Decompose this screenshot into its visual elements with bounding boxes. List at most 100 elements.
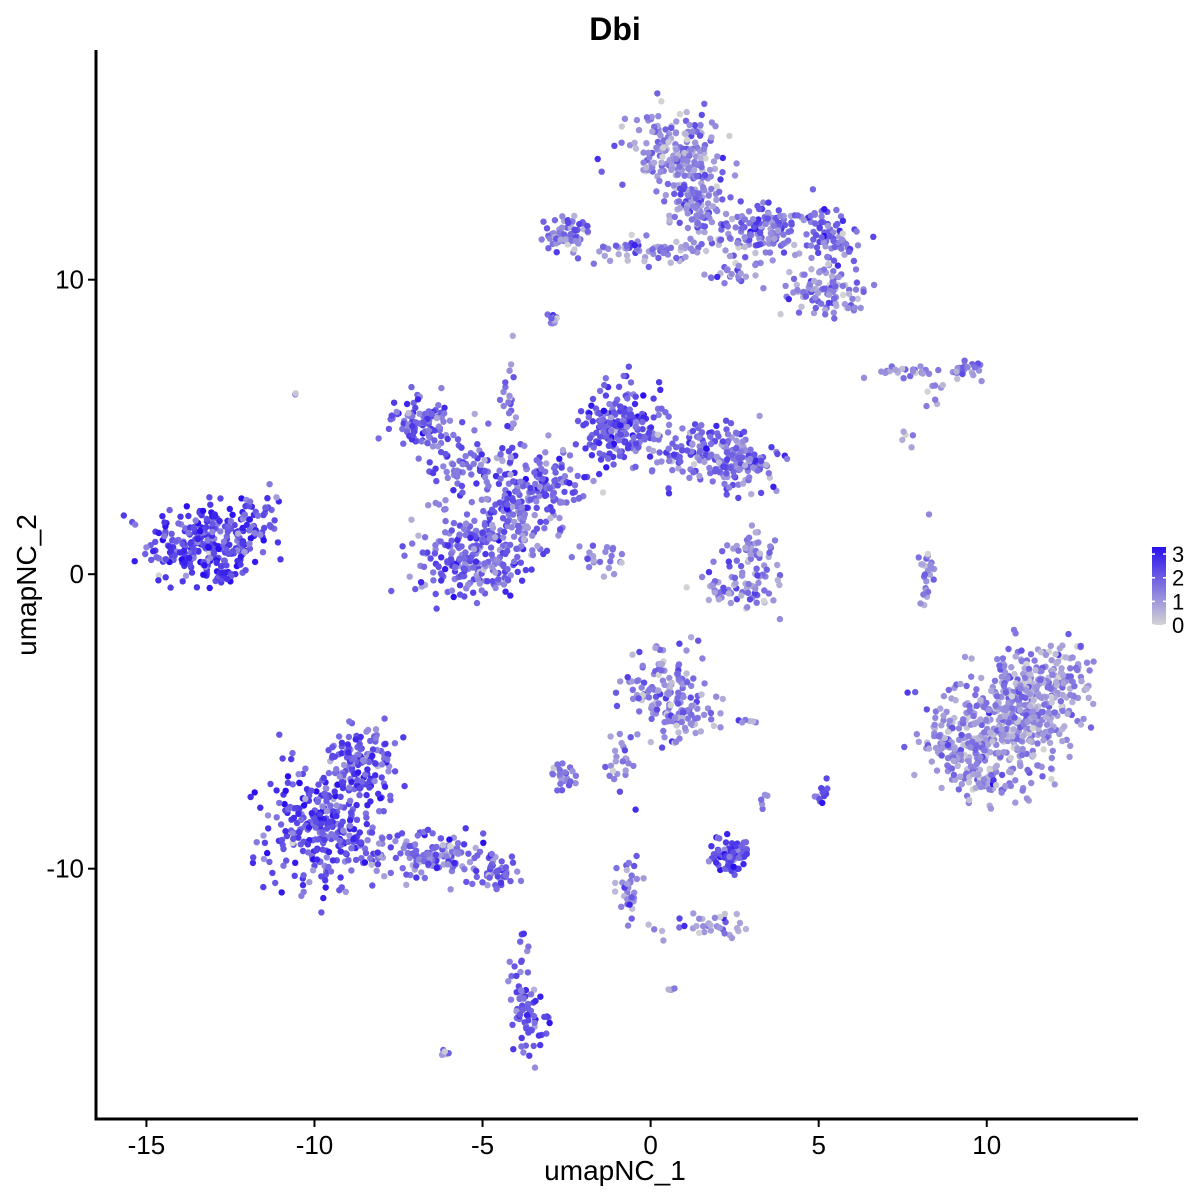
- cell-point: [450, 487, 457, 494]
- cell-point: [212, 513, 219, 520]
- cell-point: [497, 879, 505, 886]
- cell-point: [414, 396, 422, 403]
- cell-point: [900, 375, 907, 382]
- cell-point: [774, 561, 781, 569]
- cell-point: [1009, 733, 1016, 740]
- cell-point: [337, 793, 344, 800]
- cell-point: [977, 716, 984, 723]
- cell-point: [726, 234, 734, 242]
- cell-point: [304, 841, 312, 848]
- cell-point: [653, 144, 660, 151]
- cell-point: [530, 986, 538, 993]
- cell-point: [661, 681, 668, 688]
- cell-point: [752, 529, 759, 536]
- cell-point: [919, 370, 926, 377]
- cell-point: [618, 739, 625, 747]
- cell-point: [645, 149, 652, 156]
- cell-point: [684, 447, 691, 454]
- cell-point: [999, 655, 1007, 662]
- cell-point: [162, 574, 169, 581]
- cell-point: [682, 241, 689, 249]
- cell-point: [760, 285, 767, 292]
- cell-point: [767, 230, 775, 237]
- cell-point: [527, 484, 534, 492]
- cell-point: [717, 724, 724, 731]
- cell-point: [369, 752, 376, 759]
- cell-point: [641, 258, 648, 265]
- cell-point: [757, 457, 765, 465]
- cell-point: [627, 411, 635, 418]
- cell-point: [961, 653, 969, 661]
- cell-point: [595, 439, 603, 447]
- cell-point: [830, 268, 837, 275]
- cell-point: [449, 461, 457, 468]
- cell-point: [322, 884, 329, 891]
- cell-point: [682, 130, 689, 138]
- cell-point: [1012, 799, 1019, 806]
- cell-point: [683, 205, 690, 212]
- cell-point: [388, 412, 395, 419]
- cell-point: [507, 592, 514, 599]
- cell-point: [756, 412, 763, 420]
- cell-point: [181, 559, 188, 566]
- cell-point: [802, 293, 810, 300]
- cell-point: [188, 569, 196, 576]
- cell-point: [648, 468, 656, 475]
- cell-point: [719, 695, 726, 703]
- cell-point: [576, 543, 583, 550]
- cell-point: [536, 483, 544, 491]
- cell-point: [791, 241, 798, 249]
- cell-point: [718, 226, 725, 233]
- cell-point: [992, 702, 999, 709]
- cell-point: [1083, 659, 1091, 666]
- cell-point: [1061, 723, 1068, 730]
- cell-point: [747, 446, 754, 453]
- cell-point: [532, 480, 539, 488]
- cell-point: [165, 543, 173, 550]
- cell-point: [1005, 719, 1012, 726]
- cell-point: [590, 260, 597, 267]
- cell-point: [572, 772, 580, 779]
- cell-point: [687, 146, 695, 153]
- cell-point: [809, 186, 817, 193]
- cell-point: [994, 656, 1001, 663]
- cell-point: [488, 506, 496, 513]
- cell-point: [631, 400, 639, 408]
- cell-point: [696, 915, 703, 922]
- cell-point: [576, 494, 583, 502]
- cell-point: [533, 504, 540, 512]
- cell-point: [996, 662, 1003, 669]
- cell-point: [834, 220, 841, 228]
- cell-point: [246, 516, 253, 523]
- cell-point: [473, 599, 481, 607]
- cell-point: [362, 849, 370, 857]
- cell-point: [647, 424, 655, 431]
- cell-point: [790, 275, 798, 283]
- cell-point: [830, 309, 837, 316]
- cell-point: [237, 553, 244, 560]
- cell-point: [514, 553, 521, 561]
- cell-point: [382, 740, 389, 747]
- cell-point: [1000, 749, 1007, 756]
- cell-point: [599, 243, 607, 250]
- cell-point: [381, 783, 389, 790]
- cell-point: [224, 528, 231, 535]
- cell-point: [317, 820, 325, 827]
- cell-point: [488, 563, 496, 571]
- cell-point: [500, 388, 507, 396]
- cell-point: [470, 545, 478, 553]
- cell-point: [845, 290, 853, 298]
- cell-point: [488, 850, 495, 858]
- cell-point: [620, 372, 627, 380]
- cell-point: [132, 521, 139, 528]
- cell-point: [323, 854, 330, 861]
- cell-point: [571, 246, 578, 253]
- cell-point: [204, 536, 211, 544]
- cell-point: [480, 507, 487, 515]
- cell-point: [721, 480, 728, 488]
- cell-point: [517, 478, 524, 485]
- cell-point: [403, 871, 410, 878]
- cell-point: [764, 215, 771, 222]
- cell-point: [845, 304, 852, 312]
- cell-point: [450, 431, 457, 439]
